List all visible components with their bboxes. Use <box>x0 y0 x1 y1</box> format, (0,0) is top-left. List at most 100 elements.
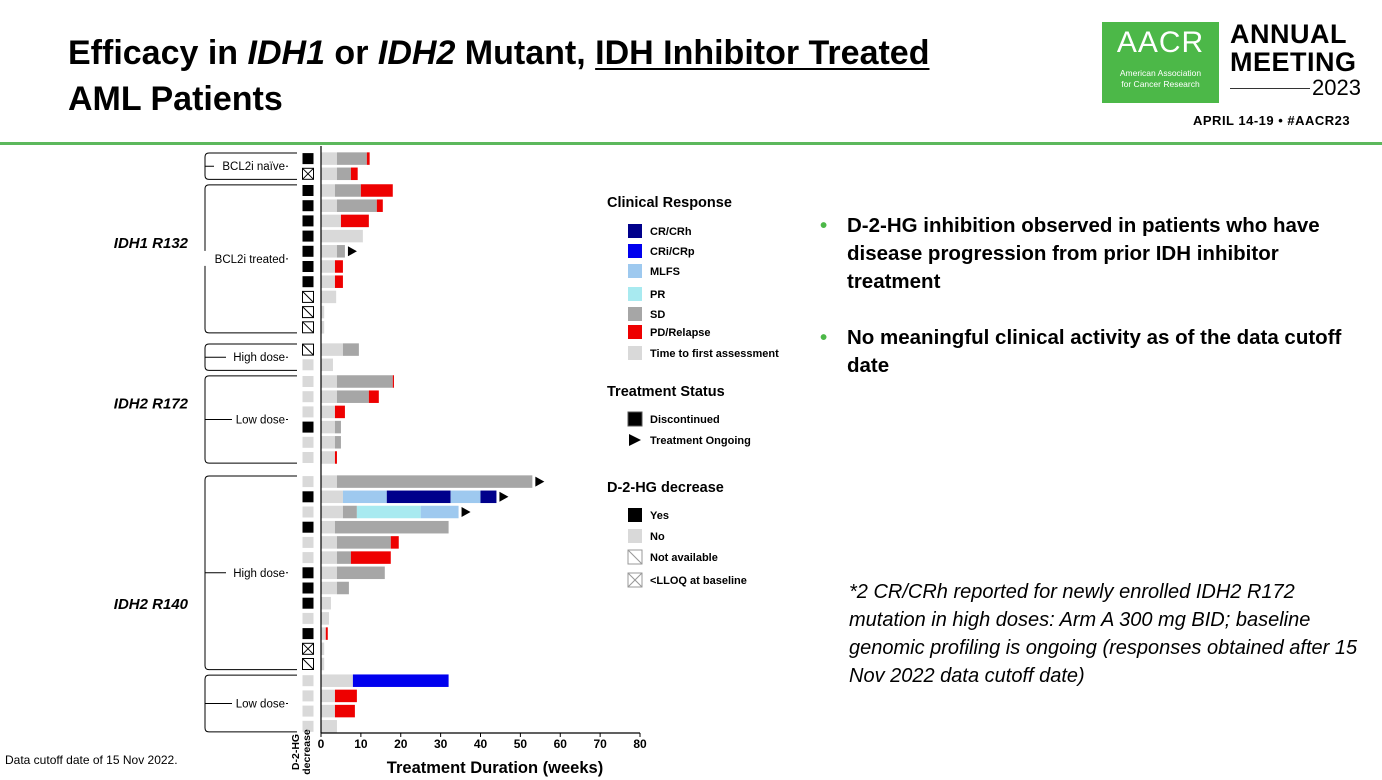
bar-segment-tfa <box>321 704 335 718</box>
decrease-yes-marker <box>302 582 314 594</box>
decrease-na-slash <box>302 321 314 334</box>
decrease-no-marker <box>302 436 314 448</box>
legend-label: CR/CRh <box>650 226 692 238</box>
legend-label: Time to first assessment <box>650 348 779 360</box>
legend-label: Not available <box>650 552 718 564</box>
decrease-na-slash <box>302 306 314 318</box>
x-tick-label: 20 <box>394 737 408 751</box>
bar-segment-pd <box>334 704 355 718</box>
bar-segment-tfa <box>321 405 335 419</box>
legend-decrease-lloq <box>627 572 643 588</box>
bar-segment-tfa <box>321 536 337 549</box>
header-divider <box>0 142 1382 145</box>
legend-label: PD/Relapse <box>650 327 711 339</box>
treatment-ongoing-arrow <box>461 507 471 517</box>
bar-segment-crh <box>386 490 451 504</box>
bar-segment-pd <box>350 167 358 181</box>
legend-label: Yes <box>650 510 669 522</box>
subgroup-label: BCL2i naïve <box>222 161 285 173</box>
year-divider <box>1230 88 1310 89</box>
bar-segment-tfa <box>321 305 325 319</box>
decrease-axis-label-line2: decrease <box>301 729 313 775</box>
annual-line2: MEETING <box>1230 47 1357 77</box>
bar-segment-tfa <box>321 214 341 228</box>
bar-segment-tfa <box>321 167 337 181</box>
legend-decrease-no <box>628 529 642 543</box>
treatment-ongoing-arrow <box>347 246 357 257</box>
bar-segment-tfa <box>321 358 333 372</box>
bar-segment-pd <box>390 536 399 549</box>
bar-segment-mlfs <box>342 490 387 504</box>
subgroup-label-bg <box>226 564 286 580</box>
decrease-na-slash <box>302 291 314 303</box>
bar-segment-tfa <box>321 275 335 288</box>
subgroup-label: Low dose <box>236 699 285 711</box>
decrease-no-marker <box>302 675 314 687</box>
x-tick-label: 60 <box>554 737 568 751</box>
x-tick-label: 30 <box>434 737 448 751</box>
decrease-yes-marker <box>302 491 314 503</box>
treatment-ongoing-arrow <box>535 476 545 487</box>
legend-response-title: Clinical Response <box>607 195 732 211</box>
title-text: Mutant, <box>455 34 596 72</box>
logo-subtext: American Association for Cancer Research <box>1102 68 1219 90</box>
decrease-yes-marker <box>302 245 314 257</box>
subgroup-bracket <box>204 475 297 671</box>
bar-segment-tfa <box>321 566 337 580</box>
legend-decrease-na <box>627 549 643 565</box>
bar-segment-sd <box>342 343 359 356</box>
bar-segment-tfa <box>321 551 337 564</box>
bar-segment-pr <box>356 505 421 519</box>
meeting-dates: APRIL 14-19 • #AACR23 <box>1193 113 1351 128</box>
bar-segment-tfa <box>321 152 337 165</box>
bar-segment-tfa <box>321 420 335 434</box>
title-text: or <box>324 34 378 72</box>
x-tick-label: 80 <box>633 737 647 751</box>
logo-sub-line1: American Association <box>1119 68 1202 78</box>
legend-swatch-sd <box>628 307 642 321</box>
title-text: Efficacy in <box>68 34 248 72</box>
bar-segment-tfa <box>321 612 329 625</box>
decrease-yes-marker <box>302 521 314 533</box>
subgroup-bracket <box>204 674 297 733</box>
decrease-axis-label-line1: D-2-HG <box>290 734 302 770</box>
bullet-text: No meaningful clinical activity as of th… <box>847 326 1342 377</box>
decrease-markers <box>302 153 314 732</box>
bar-segment-sd <box>334 520 449 534</box>
bar-segment-sd <box>336 536 391 549</box>
bar-segment-pd <box>340 214 369 228</box>
bar-segment-pd <box>334 405 345 419</box>
subgroup-bracket <box>204 184 297 334</box>
subgroup-bracket <box>204 375 297 464</box>
x-tick-label: 10 <box>354 737 368 751</box>
bar-segment-crh <box>480 490 497 504</box>
aacr-logo: AACR American Association for Cancer Rese… <box>1102 22 1219 103</box>
legend-label: <LLOQ at baseline <box>650 575 747 587</box>
legend-ongoing-arrow <box>629 434 641 446</box>
x-tick-label: 0 <box>318 737 325 751</box>
decrease-no-marker <box>302 536 314 548</box>
treatment-ongoing-arrow <box>499 491 509 502</box>
decrease-yes-marker <box>302 261 314 272</box>
bar-segment-sd <box>336 390 369 403</box>
bar-segment-mlfs <box>450 490 481 504</box>
bar-segment-tfa <box>321 321 325 334</box>
decrease-no-marker <box>302 612 314 624</box>
logo-sub-line2: for Cancer Research <box>1121 79 1200 89</box>
bar-segment-pd <box>334 260 343 273</box>
bar-segment-sd <box>336 375 393 388</box>
subgroup-label-bg <box>214 158 286 174</box>
slide-title: Efficacy in IDH1 or IDH2 Mutant, IDH Inh… <box>68 30 1078 122</box>
decrease-yes-marker <box>302 185 314 196</box>
bar-segment-pd <box>334 689 357 703</box>
bar-segment-sd <box>336 566 385 580</box>
bar-segment-sd <box>336 551 351 564</box>
bar-segment-sd <box>336 581 349 595</box>
decrease-no-marker <box>302 359 314 371</box>
x-tick-label: 40 <box>474 737 488 751</box>
decrease-na-slash <box>302 658 314 670</box>
bar-segment-sd <box>336 152 367 165</box>
x-axis-title: Treatment Duration (weeks) <box>387 759 603 777</box>
bullet-item: • D-2-HG inhibition observed in patients … <box>820 212 1360 296</box>
decrease-yes-marker <box>302 230 314 242</box>
